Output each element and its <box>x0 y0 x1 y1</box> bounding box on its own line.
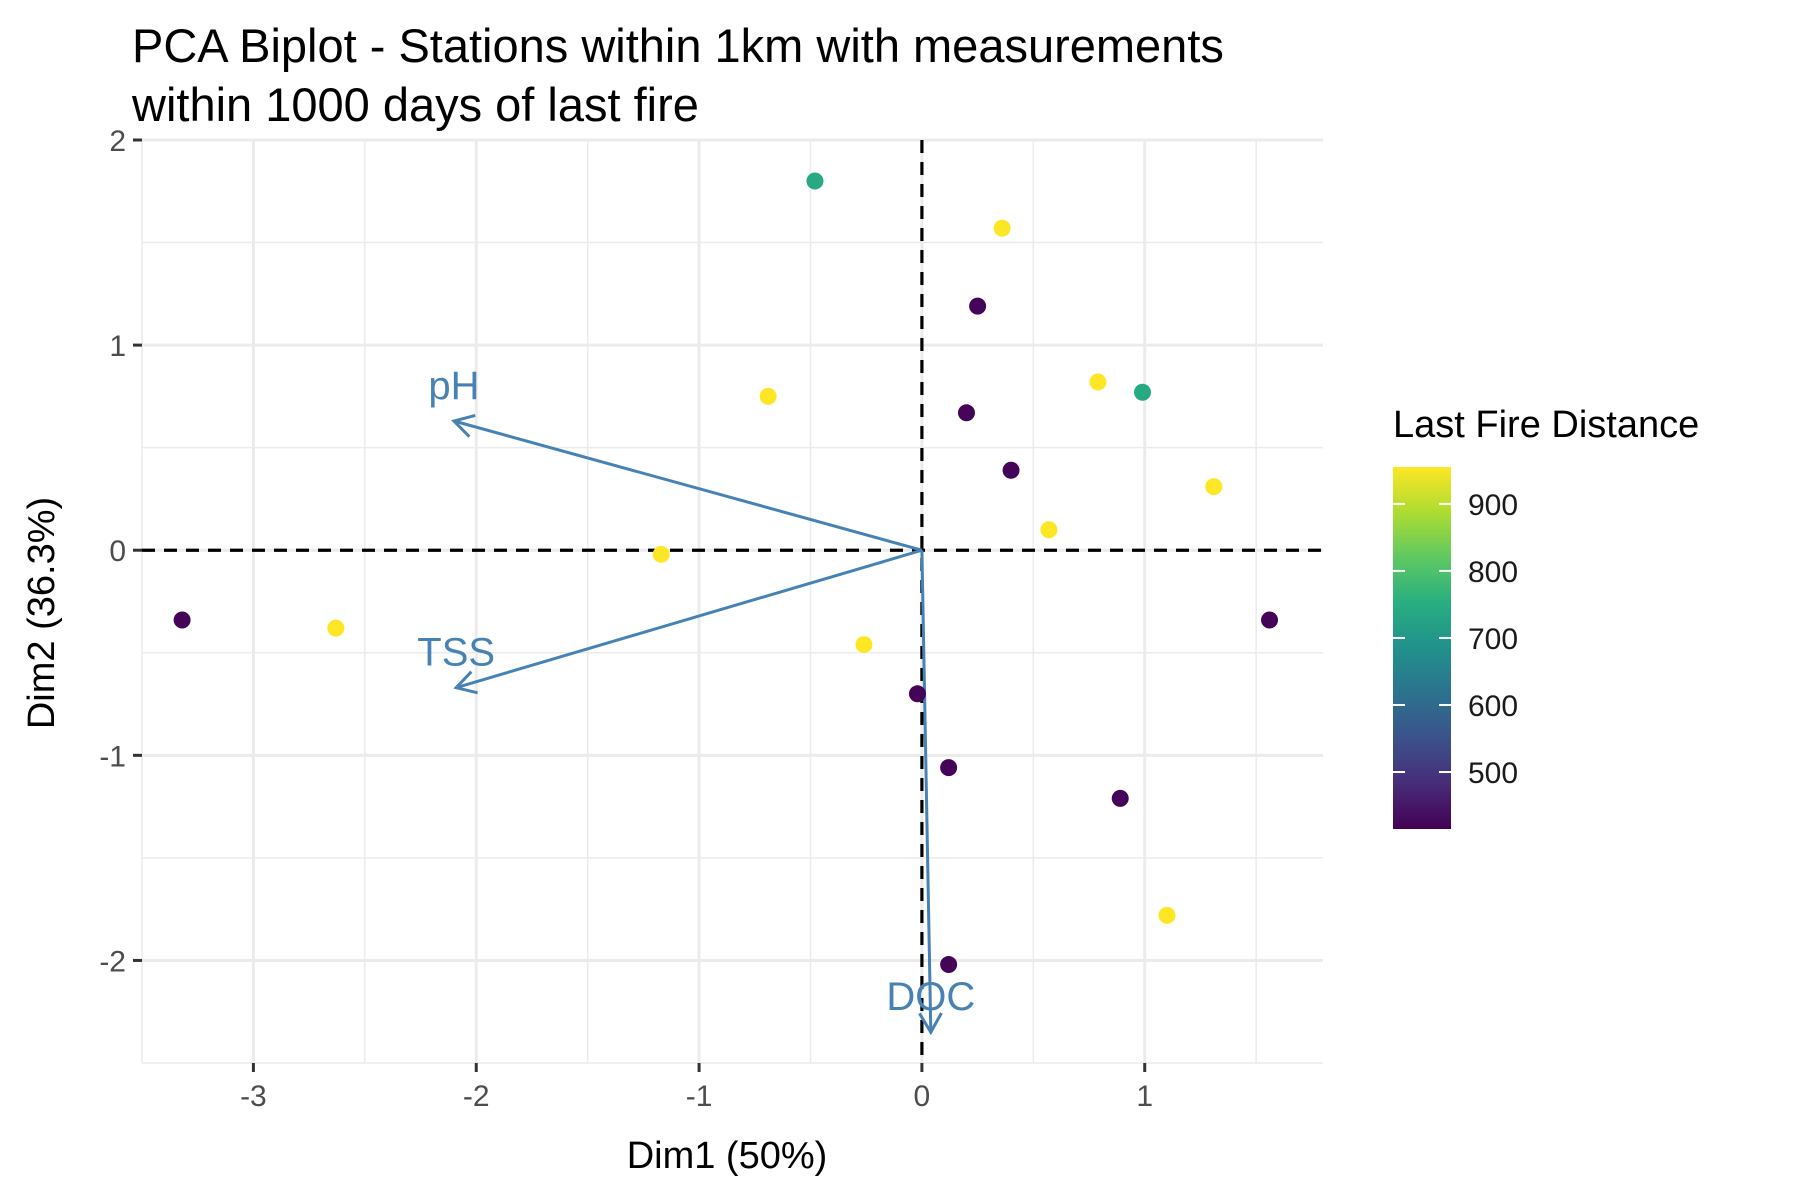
legend-tick-label: 800 <box>1468 556 1518 589</box>
legend: Last Fire Distance 500 600 700 800 900 <box>1393 404 1699 829</box>
data-point <box>1261 611 1279 629</box>
legend-tick-label: 500 <box>1468 757 1518 790</box>
data-points <box>173 172 1279 974</box>
data-point <box>1002 461 1020 479</box>
arrowhead-tss <box>453 670 478 695</box>
data-point <box>652 545 670 563</box>
variable-label-ph: pH <box>428 364 479 408</box>
y-axis: -2 -1 0 1 2 <box>99 125 142 978</box>
arrow-doc <box>920 550 933 1033</box>
arrowhead-doc <box>918 1012 943 1036</box>
arrowhead-ph <box>451 414 476 438</box>
variable-arrows: pH TSS DOC <box>417 364 975 1036</box>
y-tick-label: -1 <box>99 740 126 773</box>
chart-title-line-1: PCA Biplot - Stations within 1km with me… <box>132 19 1224 72</box>
legend-ticks: 500 600 700 800 900 <box>1393 489 1518 790</box>
x-axis: -3 -2 -1 0 1 <box>240 1063 1153 1113</box>
x-tick-label: -2 <box>463 1080 490 1113</box>
data-point <box>806 172 824 190</box>
data-point <box>1205 478 1223 496</box>
x-axis-title: Dim1 (50%) <box>627 1135 828 1177</box>
x-tick-label: 1 <box>1136 1080 1153 1113</box>
data-point <box>957 404 975 422</box>
minor-gridlines <box>141 140 1323 1064</box>
data-point <box>327 619 345 637</box>
data-point <box>940 956 958 974</box>
legend-tick-label: 600 <box>1468 690 1518 723</box>
data-point <box>908 685 926 703</box>
data-point <box>1158 906 1176 924</box>
data-point <box>969 297 987 315</box>
chart-title-line-2: within 1000 days of last fire <box>131 78 699 131</box>
data-point <box>993 219 1011 237</box>
variable-label-tss: TSS <box>417 631 495 675</box>
x-tick-label: -1 <box>686 1080 713 1113</box>
data-point <box>940 759 958 777</box>
x-tick-label: -3 <box>240 1080 267 1113</box>
data-point <box>173 611 191 629</box>
y-tick-label: 1 <box>109 330 126 363</box>
data-point <box>759 387 777 405</box>
legend-tick-label: 700 <box>1468 623 1518 656</box>
data-point <box>1111 789 1129 807</box>
y-tick-label: 2 <box>109 125 126 158</box>
data-point <box>855 636 873 654</box>
x-tick-label: 0 <box>914 1080 931 1113</box>
legend-tick-label: 900 <box>1468 489 1518 522</box>
y-tick-label: 0 <box>109 535 126 568</box>
data-point <box>1040 521 1058 539</box>
major-gridlines <box>142 138 1323 1063</box>
data-point <box>1134 383 1152 401</box>
y-tick-label: -2 <box>99 945 126 978</box>
legend-title: Last Fire Distance <box>1393 404 1699 446</box>
data-point <box>1089 373 1107 391</box>
arrow-tss <box>455 548 923 690</box>
variable-label-doc: DOC <box>886 975 975 1019</box>
y-axis-title: Dim2 (36.3%) <box>21 497 63 729</box>
legend-colorbar <box>1393 467 1451 829</box>
arrow-ph <box>453 419 923 552</box>
